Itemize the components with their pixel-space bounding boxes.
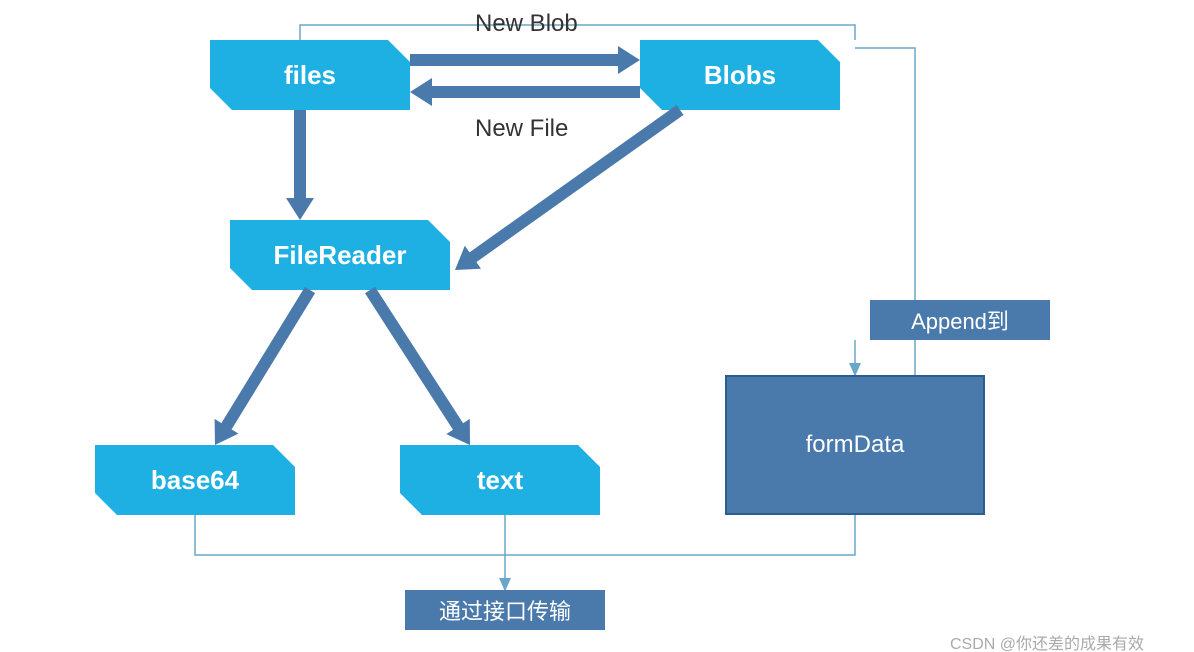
label-new_blob: New Blob [475,10,578,38]
node-label-text: text [477,465,523,496]
connector-base64-down [195,515,505,555]
node-text: text [400,445,600,515]
node-files: files [210,40,410,110]
node-label-append: Append到 [911,304,1009,336]
node-transport: 通过接口传输 [405,590,605,630]
node-label-transport: 通过接口传输 [439,594,571,626]
diagram-stage: files Blobs FileReader base64 text formData Ap… [0,0,1194,652]
node-label-formdata: formData [806,431,905,459]
node-label-blobs: Blobs [704,60,776,91]
label-new_file: New File [475,115,568,143]
arrow-blobs-files [410,78,640,106]
node-base64: base64 [95,445,295,515]
arrow-files-blobs [410,46,640,74]
watermark-text: CSDN @你还差的成果有效 [950,636,1144,652]
arrow-filereader-base64 [215,287,316,445]
node-label-base64: base64 [151,465,239,496]
node-blobs: Blobs [640,40,840,110]
node-label-files: files [284,60,336,91]
node-append: Append到 [870,300,1050,340]
node-formdata: formData [725,375,985,515]
node-label-filereader: FileReader [274,240,407,271]
arrow-filereader-text [365,287,470,445]
arrow-files-filereader [286,110,314,220]
watermark: CSDN @你还差的成果有效 [950,630,1144,652]
connector-formdata-down [505,515,855,590]
node-filereader: FileReader [230,220,450,290]
